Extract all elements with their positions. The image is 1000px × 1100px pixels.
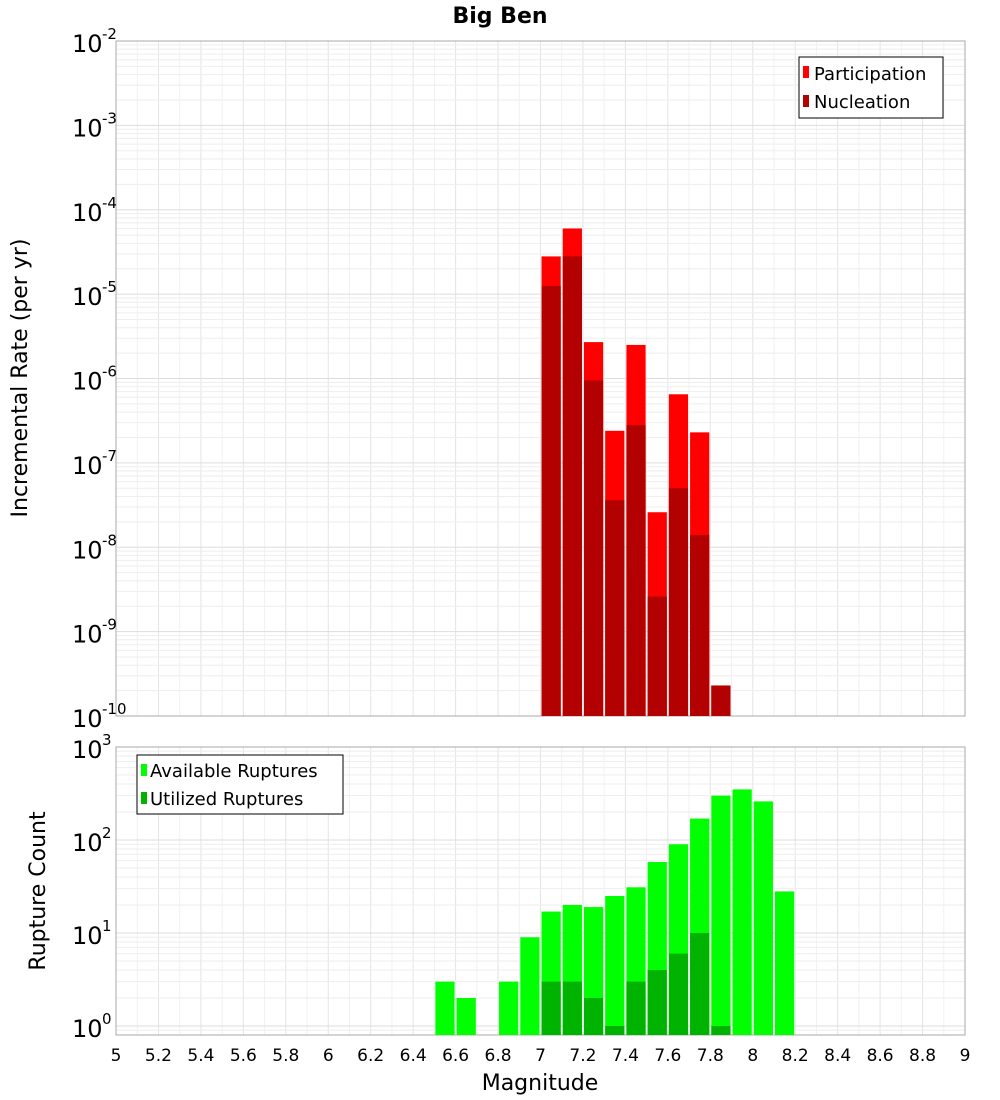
rate-y-tick-exp-7: -3 xyxy=(102,109,117,127)
rate-bar-nucleation-4 xyxy=(626,425,646,716)
count-y-tick-3: 10 xyxy=(72,736,103,764)
x-tick-16: 8.2 xyxy=(782,1046,809,1066)
rate-y-tick-0: 10 xyxy=(72,705,103,733)
count-y-tick-exp-2: 2 xyxy=(102,824,112,842)
rate-bar-nucleation-6 xyxy=(668,488,689,716)
count-legend-box xyxy=(136,754,344,815)
rate-bar-nucleation-3 xyxy=(605,500,625,716)
count-bar-available-ruptures-2 xyxy=(499,981,519,1035)
legend-label-utilized: Utilized Ruptures xyxy=(150,789,303,810)
x-tick-10: 7 xyxy=(535,1046,546,1066)
count-bar-utilized-ruptures-2 xyxy=(583,997,604,1035)
count-bar-utilized-ruptures-6 xyxy=(668,953,689,1035)
count-bar-utilized-ruptures-3 xyxy=(605,1025,625,1035)
rate-bar-nucleation-8 xyxy=(711,685,731,716)
x-tick-3: 5.6 xyxy=(230,1046,257,1066)
count-bar-utilized-ruptures-0 xyxy=(541,981,561,1035)
rate-grid xyxy=(115,40,966,717)
count-bar-available-ruptures-0 xyxy=(435,981,455,1035)
legend-swatch-nucleation xyxy=(803,95,809,107)
rate-y-tick-1: 10 xyxy=(72,621,103,649)
count-y-tick-0: 10 xyxy=(72,1015,103,1043)
x-tick-8: 6.6 xyxy=(442,1046,469,1066)
count-bar-available-ruptures-3 xyxy=(520,937,540,1035)
count-bars xyxy=(435,789,795,1035)
x-tick-6: 6.2 xyxy=(357,1046,384,1066)
x-tick-12: 7.4 xyxy=(612,1046,639,1066)
x-tick-11: 7.2 xyxy=(569,1046,596,1066)
x-tick-4: 5.8 xyxy=(272,1046,299,1066)
x-tick-19: 8.8 xyxy=(909,1046,936,1066)
chart-title: Big Ben xyxy=(452,4,547,29)
rate-legend-box xyxy=(798,56,944,119)
x-tick-14: 7.8 xyxy=(697,1046,724,1066)
legend-label-nucleation: Nucleation xyxy=(814,92,910,113)
x-tick-5: 6 xyxy=(323,1046,334,1066)
count-plot-frame xyxy=(115,746,966,1036)
x-tick-9: 6.8 xyxy=(485,1046,512,1066)
count-bar-available-ruptures-12 xyxy=(711,795,731,1035)
rate-bar-nucleation-7 xyxy=(690,534,710,716)
count-bar-utilized-ruptures-1 xyxy=(562,981,582,1035)
rate-y-tick-7: 10 xyxy=(72,114,103,142)
count-bar-available-ruptures-13 xyxy=(732,789,752,1035)
rate-y-tick-exp-0: -10 xyxy=(102,700,127,718)
x-tick-1: 5.2 xyxy=(145,1046,172,1066)
count-legend: Available Ruptures Utilized Ruptures xyxy=(136,754,344,815)
rate-y-tick-5: 10 xyxy=(72,283,103,311)
rate-y-tick-8: 10 xyxy=(72,30,103,58)
rate-legend: Participation Nucleation xyxy=(798,56,944,119)
rate-bar-nucleation-1 xyxy=(562,256,582,716)
rate-y-tick-3: 10 xyxy=(72,452,103,480)
rate-y-tick-exp-2: -8 xyxy=(102,531,117,549)
rate-bar-nucleation-0 xyxy=(541,285,561,716)
rate-plot-frame xyxy=(115,40,966,717)
x-tick-18: 8.6 xyxy=(867,1046,894,1066)
count-bar-utilized-ruptures-8 xyxy=(711,1025,731,1035)
x-tick-13: 7.6 xyxy=(654,1046,681,1066)
count-y-tick-exp-1: 1 xyxy=(102,917,112,935)
rate-y-tick-exp-4: -6 xyxy=(102,363,117,381)
count-bar-available-ruptures-7 xyxy=(605,895,625,1035)
rate-y-tick-6: 10 xyxy=(72,199,103,227)
count-y-tick-1: 10 xyxy=(72,922,103,950)
x-tick-2: 5.4 xyxy=(187,1046,214,1066)
rate-bar-nucleation-2 xyxy=(583,380,604,716)
rate-y-tick-exp-3: -7 xyxy=(102,447,117,465)
count-y-tick-exp-3: 3 xyxy=(102,731,112,749)
rate-y-tick-exp-1: -9 xyxy=(102,616,117,634)
magnitude-x-ticks: 5 5.2 5.4 5.6 5.8 6 6.2 6.4 6.6 6.8 7 7.2 7.4 7.6 7.8 8… xyxy=(111,1046,971,1066)
legend-swatch-participation xyxy=(803,66,809,78)
rate-y-tick-exp-8: -2 xyxy=(102,25,117,43)
x-tick-0: 5 xyxy=(111,1046,122,1066)
count-y-tick-2: 10 xyxy=(72,829,103,857)
x-axis-label: Magnitude xyxy=(482,1071,599,1096)
x-tick-15: 8 xyxy=(747,1046,758,1066)
rate-y-tick-4: 10 xyxy=(72,368,103,396)
rate-y-tick-exp-6: -4 xyxy=(102,194,117,212)
count-y-tick-exp-0: 0 xyxy=(102,1010,112,1028)
count-bar-available-ruptures-1 xyxy=(456,997,476,1035)
count-bar-available-ruptures-15 xyxy=(774,891,795,1035)
rate-y-tick-2: 10 xyxy=(72,536,103,564)
rate-y-tick-exp-5: -5 xyxy=(102,278,117,296)
legend-swatch-utilized xyxy=(141,792,147,804)
legend-label-available: Available Ruptures xyxy=(150,761,318,782)
rate-bars xyxy=(541,228,731,716)
count-bar-utilized-ruptures-7 xyxy=(690,932,710,1035)
x-tick-17: 8.4 xyxy=(824,1046,851,1066)
rate-bar-nucleation-5 xyxy=(647,596,667,716)
legend-label-participation: Participation xyxy=(814,64,926,85)
count-bar-utilized-ruptures-5 xyxy=(647,969,667,1035)
rate-y-axis-label: Incremental Rate (per yr) xyxy=(8,239,33,518)
count-y-axis-label: Rupture Count xyxy=(26,811,51,971)
count-bar-available-ruptures-14 xyxy=(753,801,773,1035)
x-tick-20: 9 xyxy=(960,1046,971,1066)
x-tick-7: 6.4 xyxy=(400,1046,427,1066)
legend-swatch-available xyxy=(141,764,147,776)
count-bar-utilized-ruptures-4 xyxy=(626,981,646,1035)
